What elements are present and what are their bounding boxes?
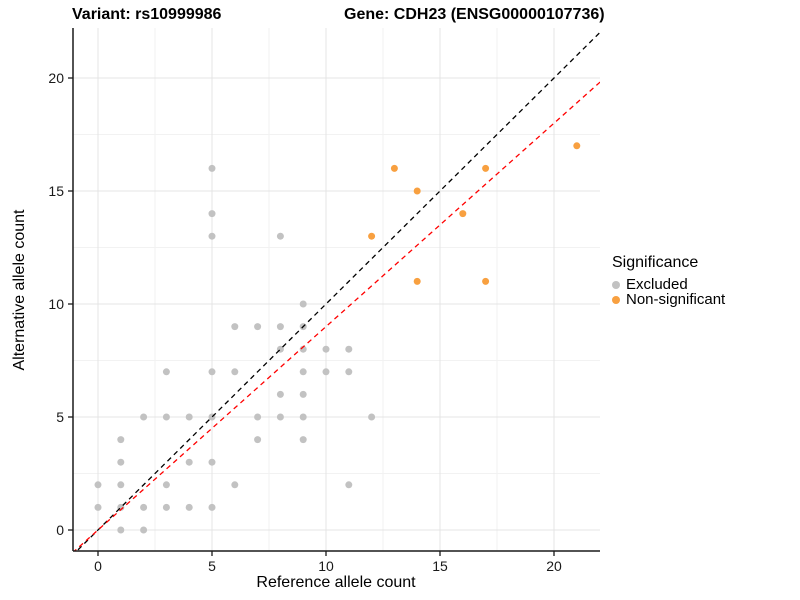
data-point-excluded xyxy=(162,481,170,489)
svg-text:20: 20 xyxy=(48,70,64,86)
variant-title: Variant: rs10999986 xyxy=(72,6,222,23)
data-point-excluded xyxy=(254,436,262,444)
data-point-excluded xyxy=(117,481,125,489)
svg-text:0: 0 xyxy=(94,558,102,574)
legend-item-non-significant: Non-significant xyxy=(612,291,726,308)
data-point-excluded xyxy=(208,210,216,218)
data-point-non-significant xyxy=(482,164,490,172)
non-significant-dot-icon xyxy=(612,295,620,304)
data-point-excluded xyxy=(231,323,239,331)
data-point-excluded xyxy=(299,345,307,353)
svg-text:20: 20 xyxy=(546,558,562,574)
reference-lines xyxy=(73,31,600,551)
data-point-excluded xyxy=(322,368,330,376)
data-point-excluded xyxy=(208,232,216,240)
data-point-non-significant xyxy=(482,277,490,285)
x-tick-labels: 0 5 10 15 20 xyxy=(94,558,562,574)
data-point-excluded xyxy=(208,458,216,466)
data-point-excluded xyxy=(94,503,102,511)
legend-title: Significance xyxy=(612,254,699,271)
data-point-excluded xyxy=(185,503,193,511)
data-point-non-significant xyxy=(573,142,581,150)
data-point-excluded xyxy=(345,481,353,489)
axis-ticks xyxy=(68,77,555,556)
data-point-excluded xyxy=(208,368,216,376)
data-point-excluded xyxy=(299,413,307,421)
identity-line xyxy=(75,31,600,551)
data-point-excluded xyxy=(322,345,330,353)
data-point-excluded xyxy=(299,390,307,398)
data-point-excluded xyxy=(208,164,216,172)
data-point-excluded xyxy=(208,503,216,511)
data-point-excluded xyxy=(254,413,262,421)
data-point-excluded xyxy=(185,458,193,466)
gene-title: Gene: CDH23 (ENSG00000107736) xyxy=(344,6,605,23)
data-point-excluded xyxy=(140,526,148,534)
y-tick-labels: 0 5 10 15 20 xyxy=(48,70,64,538)
data-point-excluded xyxy=(276,413,284,421)
data-point-excluded xyxy=(94,481,102,489)
svg-text:10: 10 xyxy=(318,558,334,574)
data-point-excluded xyxy=(231,481,239,489)
data-point-excluded xyxy=(117,436,125,444)
data-point-excluded xyxy=(162,503,170,511)
svg-text:5: 5 xyxy=(208,558,216,574)
data-point-non-significant xyxy=(390,164,398,172)
data-point-excluded xyxy=(276,323,284,331)
svg-text:15: 15 xyxy=(432,558,448,574)
data-point-excluded xyxy=(231,368,239,376)
data-points xyxy=(94,142,581,534)
svg-text:5: 5 xyxy=(56,409,64,425)
data-point-excluded xyxy=(299,436,307,444)
data-point-non-significant xyxy=(368,232,376,240)
svg-text:0: 0 xyxy=(56,522,64,538)
legend: Significance Excluded Non-significant xyxy=(612,254,726,308)
data-point-excluded xyxy=(276,232,284,240)
data-point-excluded xyxy=(299,300,307,308)
major-gridlines xyxy=(73,28,600,551)
data-point-non-significant xyxy=(413,187,421,195)
svg-text:10: 10 xyxy=(48,296,64,312)
excluded-dot-icon xyxy=(612,280,620,289)
data-point-non-significant xyxy=(413,277,421,285)
x-axis-label: Reference allele count xyxy=(256,574,416,591)
data-point-excluded xyxy=(117,526,125,534)
data-point-excluded xyxy=(162,368,170,376)
data-point-excluded xyxy=(140,503,148,511)
legend-item-label: Excluded xyxy=(626,276,688,293)
data-point-non-significant xyxy=(459,210,467,218)
data-point-excluded xyxy=(299,368,307,376)
data-point-excluded xyxy=(345,345,353,353)
data-point-excluded xyxy=(276,390,284,398)
minor-gridlines xyxy=(73,28,600,551)
legend-item-excluded: Excluded xyxy=(612,276,725,293)
y-axis-label: Alternative allele count xyxy=(11,209,28,371)
data-point-excluded xyxy=(368,413,376,421)
data-point-excluded xyxy=(140,413,148,421)
axis-lines xyxy=(72,28,600,552)
data-point-excluded xyxy=(345,368,353,376)
data-point-excluded xyxy=(117,458,125,466)
data-point-excluded xyxy=(162,413,170,421)
data-point-excluded xyxy=(254,323,262,331)
legend-item-label: Non-significant xyxy=(626,291,726,308)
regression-line xyxy=(73,81,600,551)
data-point-excluded xyxy=(185,413,193,421)
svg-text:15: 15 xyxy=(48,183,64,199)
